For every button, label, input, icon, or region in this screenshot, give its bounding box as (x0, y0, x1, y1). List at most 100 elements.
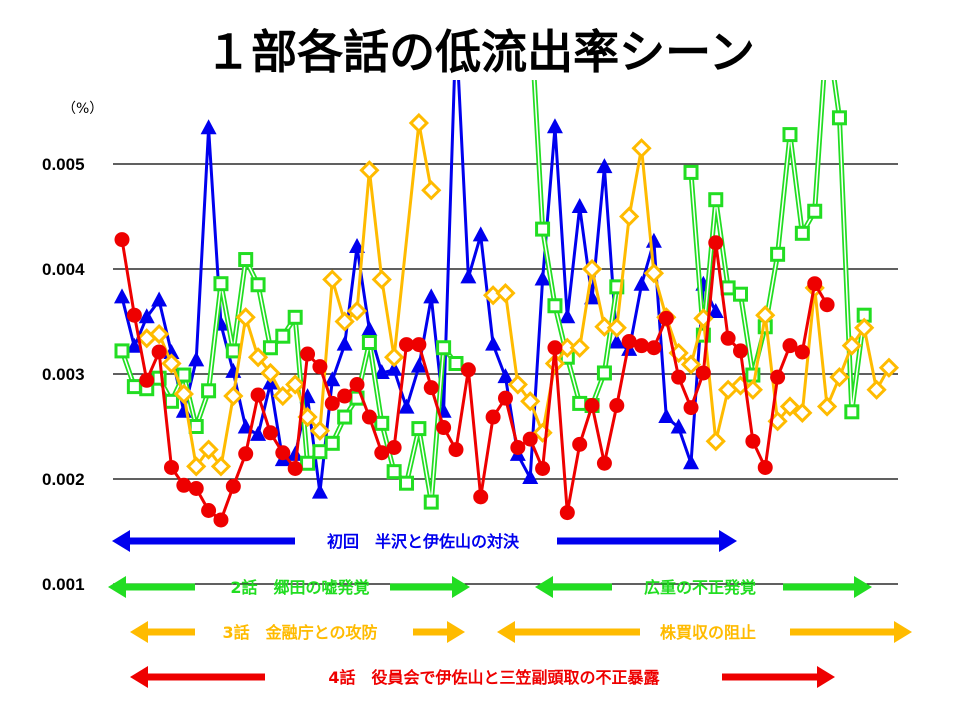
data-point (275, 328, 291, 344)
data-point (247, 347, 269, 368)
arrow-left-icon (108, 576, 126, 598)
data-point (188, 351, 205, 367)
data-point (371, 269, 392, 290)
data-point (497, 390, 513, 406)
data-point (151, 344, 167, 360)
data-point (126, 337, 143, 353)
data-point (188, 419, 204, 434)
arrow-shaft (413, 628, 449, 636)
data-point (139, 372, 155, 388)
data-point (114, 343, 130, 359)
data-point (238, 252, 254, 268)
series-group (114, 1, 900, 528)
data-point (176, 477, 192, 493)
annotation-label: 広重の不正発覚 (644, 578, 756, 597)
annotation-ep3b: 株買収の阻止 (497, 621, 912, 643)
data-point (436, 340, 452, 356)
data-point (485, 335, 502, 351)
annotation-ep2b: 広重の不正発覚 (535, 576, 872, 598)
arrow-shaft (783, 583, 856, 591)
data-point (235, 307, 256, 328)
arrow-shaft (557, 537, 721, 545)
data-point (311, 483, 328, 499)
data-point (287, 309, 303, 325)
data-point (349, 377, 365, 392)
data-point (594, 316, 615, 337)
annotation-ep1: 初回 半沢と伊佐山の対決 (112, 530, 737, 552)
data-point (584, 398, 600, 413)
data-point (163, 459, 179, 475)
data-point (324, 435, 340, 451)
data-point (223, 385, 244, 407)
data-point (572, 436, 588, 452)
data-point (423, 494, 439, 510)
data-point (770, 246, 786, 262)
data-point (671, 369, 687, 385)
data-point (546, 118, 563, 134)
arrow-shaft (146, 628, 195, 636)
data-point (373, 363, 390, 379)
arrow-shaft (128, 537, 295, 545)
data-point (680, 354, 702, 375)
annotation-label: 2話 郷田の嘘発覚 (230, 578, 369, 597)
data-point (866, 379, 887, 400)
data-point (596, 158, 613, 174)
data-point (374, 445, 390, 461)
y-tick-label: 0.004 (42, 260, 85, 279)
arrow-shaft (551, 583, 612, 591)
data-point (634, 338, 650, 354)
data-point (421, 180, 442, 201)
data-point (742, 379, 763, 400)
data-point (524, 1, 536, 13)
data-point (186, 456, 207, 477)
data-point (188, 480, 204, 496)
data-point (794, 225, 810, 241)
data-point (173, 383, 194, 405)
data-point (176, 367, 192, 383)
data-point (596, 365, 612, 381)
data-point (200, 119, 217, 135)
data-point (398, 398, 415, 414)
data-point (708, 192, 724, 208)
data-point (460, 362, 476, 378)
y-tick-label: 0.005 (42, 155, 85, 174)
data-point (782, 127, 798, 143)
data-point (309, 420, 331, 441)
data-point (473, 489, 489, 505)
data-point (745, 433, 761, 449)
data-point (436, 420, 452, 436)
data-point (201, 503, 217, 518)
data-point (210, 456, 232, 477)
arrow-right-icon (719, 530, 737, 552)
data-point (645, 232, 662, 248)
arrow-right-icon (452, 576, 470, 598)
data-point (733, 343, 748, 359)
y-tick-label: 0.001 (42, 575, 85, 594)
data-point (423, 288, 440, 304)
arrow-right-icon (447, 621, 465, 643)
data-point (695, 365, 711, 381)
data-point (225, 343, 241, 359)
data-point (559, 505, 575, 521)
data-point (148, 323, 170, 345)
data-point (322, 269, 343, 290)
data-point (384, 347, 405, 368)
data-point (646, 340, 662, 356)
data-point (841, 335, 862, 356)
data-point (807, 276, 823, 292)
data-point (572, 395, 588, 411)
data-point (198, 439, 219, 460)
arrow-shaft (124, 583, 195, 591)
data-point (399, 475, 415, 491)
annotation-ep3: 3話 金融庁との攻防 (130, 621, 465, 643)
data-point (485, 409, 501, 425)
data-point (569, 337, 590, 358)
annotation-label: 4話 役員会で伊佐山と三笠副頭取の不正暴露 (328, 668, 660, 687)
data-point (334, 311, 355, 332)
data-point (755, 305, 776, 326)
data-point (151, 291, 168, 307)
data-point (448, 442, 464, 458)
arrow-left-icon (130, 666, 148, 688)
data-point (300, 346, 316, 362)
